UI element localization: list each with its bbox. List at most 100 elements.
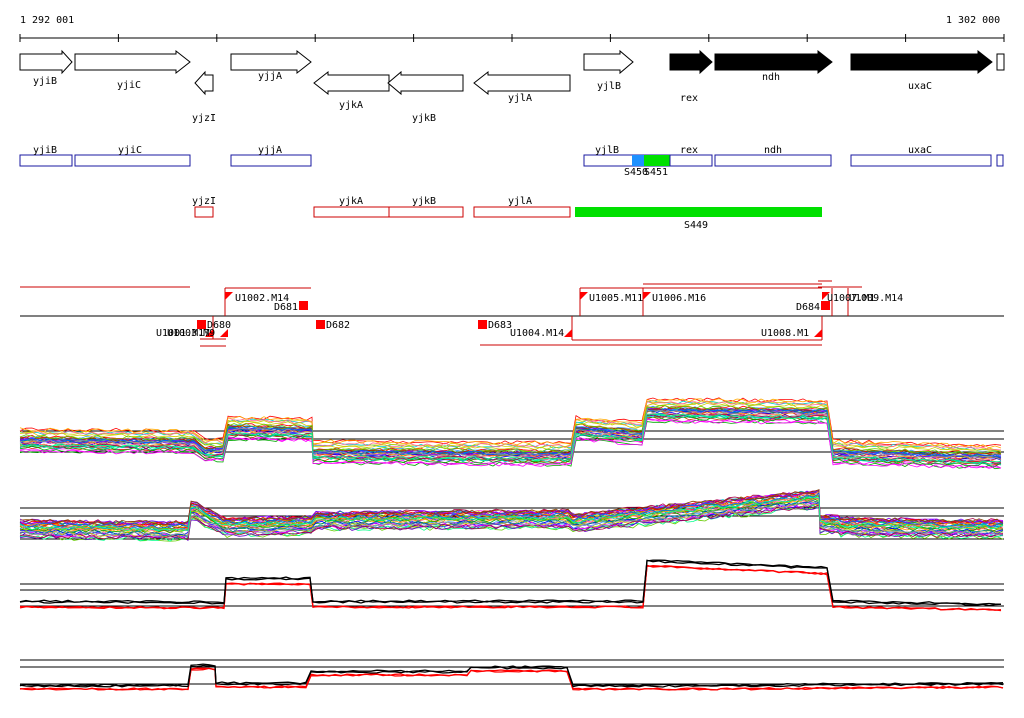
expression-profile-line (19, 398, 1002, 449)
segment-yjkB[interactable] (388, 206, 464, 218)
gene-label-yjlB: yjlB (597, 81, 621, 92)
segment-label-yjiC: yjiC (118, 145, 142, 156)
gene-label-yjjA: yjjA (258, 71, 282, 82)
segment-label-S451: S451 (644, 167, 668, 178)
gene-annotation-track[interactable]: yjiB yjiC yjjA yjlB rex ndh uxaC yjzI yj… (19, 49, 1005, 124)
shift-label-D682: D682 (326, 320, 350, 331)
segment-S449[interactable] (575, 207, 822, 217)
shift-marker-D682[interactable] (316, 320, 325, 329)
expression-profile-line (19, 564, 1002, 611)
tss-flag-8[interactable] (220, 329, 228, 337)
segment-uxaC[interactable] (850, 154, 992, 167)
segment-label-yjlA: yjlA (508, 196, 532, 207)
gene-arrow-yjiB[interactable] (19, 49, 73, 75)
gene-arrow-yjzI[interactable] (194, 70, 214, 96)
expression-profile-line (19, 408, 1002, 460)
expression-profile-line (19, 397, 1002, 447)
expression-profile-line (19, 489, 1004, 526)
tss-flag-6[interactable] (814, 329, 822, 337)
gene-arrow-rex[interactable] (669, 49, 713, 75)
gene-arrow-yjjA[interactable] (230, 49, 312, 75)
expression-profile-line (19, 559, 1002, 606)
shift-marker-D681[interactable] (299, 301, 308, 310)
segment-ndh[interactable] (714, 154, 832, 167)
tu-label-U1001: U1001.M17 (156, 328, 210, 339)
tss-flag-7[interactable] (205, 329, 213, 337)
expression-panel-forward-multi (19, 397, 1004, 470)
gene-arrow-ndh[interactable] (714, 49, 833, 75)
segment-label-yjlB: yjlB (595, 145, 619, 156)
segment-label-yjkA: yjkA (339, 196, 363, 207)
expression-profile-line (19, 413, 1002, 464)
segment-track-red[interactable]: yjzI yjkA yjkB yjlA S449 (192, 196, 822, 231)
expression-panel-reverse-multi (19, 489, 1004, 542)
gene-label-yjzI: yjzI (192, 113, 216, 124)
ruler-end-label: 1 302 000 (946, 15, 1000, 26)
gene-arrow-yjkA[interactable] (313, 70, 390, 96)
gene-box-partial[interactable] (996, 53, 1005, 71)
segment-label-uxaC: uxaC (908, 145, 932, 156)
segment-label-rex: rex (680, 145, 698, 156)
segment-yjkA[interactable] (313, 206, 390, 218)
segment-partial[interactable] (996, 154, 1004, 167)
segment-label-ndh: ndh (764, 145, 782, 156)
expression-panel-forward-summary (19, 559, 1004, 612)
gene-label-uxaC: uxaC (908, 81, 932, 92)
segment-label-S449: S449 (684, 220, 708, 231)
expression-profile-line (19, 406, 1002, 456)
segment-label-yjzI: yjzI (192, 196, 216, 207)
shift-marker-D684[interactable] (821, 301, 830, 310)
gene-arrow-yjlB[interactable] (583, 49, 634, 75)
shift-marker-D680[interactable] (197, 320, 206, 329)
tss-flag-2[interactable] (580, 292, 588, 300)
segment-label-S450: S450 (624, 167, 648, 178)
tu-label-U1008: U1008.M1 (761, 328, 809, 339)
shift-marker-D683[interactable] (478, 320, 487, 329)
expression-profile-line (19, 504, 1004, 540)
tu-label-U1007: U1007.M1 (827, 293, 875, 304)
segment-label-yjkB: yjkB (412, 196, 436, 207)
expression-profile-line (19, 418, 1002, 469)
segment-label-yjiB: yjiB (33, 145, 57, 156)
ruler-start-label: 1 292 001 (20, 15, 74, 26)
expression-profile-line (19, 405, 1002, 455)
gene-label-yjiB: yjiB (33, 76, 57, 87)
tu-label-U1004: U1004.M14 (510, 328, 564, 339)
segment-rex[interactable] (669, 154, 713, 167)
gene-label-rex: rex (680, 93, 698, 104)
segment-yjzI[interactable] (194, 206, 214, 218)
gene-label-ndh: ndh (762, 72, 780, 83)
segment-label-yjjA: yjjA (258, 145, 282, 156)
segment-yjiC[interactable] (74, 154, 191, 167)
segment-track-blue[interactable]: yjiB yjiC yjjA yjlB rex ndh uxaC S450 S4… (19, 145, 1004, 178)
tu-label-U1005: U1005.M11 (589, 293, 643, 304)
shift-label-D683: D683 (488, 320, 512, 331)
expression-profile-line (19, 559, 1002, 607)
transcript-track[interactable]: U1002.M14 U1005.M11 U1006.M16 U1007.M1 U… (20, 280, 1004, 347)
segment-yjjA[interactable] (230, 154, 312, 167)
expression-profile-line (19, 400, 1002, 451)
segment-yjiB[interactable] (19, 154, 73, 167)
gene-label-yjlA: yjlA (508, 93, 532, 104)
segment-S451[interactable] (644, 155, 670, 166)
expression-profile-line (19, 413, 1002, 464)
segment-yjlA[interactable] (473, 206, 571, 218)
expression-profile-line (19, 499, 1004, 537)
tss-flag-5[interactable] (564, 329, 572, 337)
gene-arrow-yjkB[interactable] (387, 70, 464, 96)
gene-arrow-yjiC[interactable] (74, 49, 191, 75)
expression-profile-line (19, 667, 1004, 691)
tu-label-U1006: U1006.M16 (652, 293, 706, 304)
gene-arrow-yjlA[interactable] (473, 70, 571, 96)
tss-flag-1[interactable] (225, 292, 233, 300)
expression-profile-line (19, 494, 1004, 529)
segment-S450[interactable] (632, 155, 644, 166)
gene-arrow-uxaC[interactable] (850, 49, 993, 75)
tss-flag-4[interactable] (822, 292, 830, 300)
tss-flag-3[interactable] (643, 292, 651, 300)
expression-profile-line (19, 416, 1002, 467)
gene-label-yjkB: yjkB (412, 113, 436, 124)
expression-profile-line (19, 500, 1004, 538)
